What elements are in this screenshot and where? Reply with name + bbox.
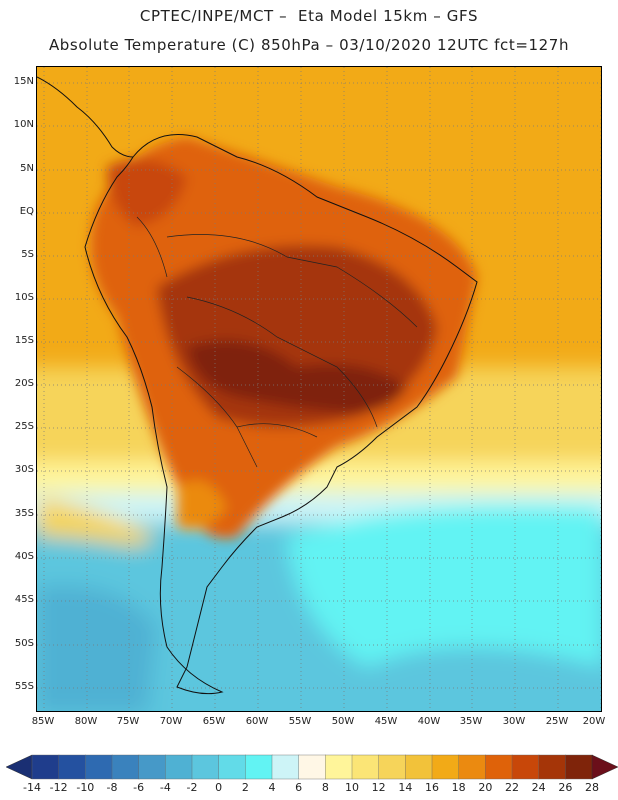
lat-label: 15S bbox=[14, 335, 34, 346]
colorbar-swatch bbox=[245, 754, 273, 780]
temperature-map[interactable] bbox=[36, 66, 602, 712]
colorbar-tick-label: 12 bbox=[371, 781, 386, 794]
colorbar-tick-label: 24 bbox=[531, 781, 546, 794]
colorbar-tick-label: 6 bbox=[295, 781, 303, 794]
colorbar-tick-label: 20 bbox=[478, 781, 493, 794]
colorbar-swatch bbox=[431, 754, 460, 780]
chart-title-line2: Absolute Temperature (C) 850hPa – 03/10/… bbox=[48, 36, 570, 54]
field-cyan-blob bbox=[287, 505, 601, 667]
lat-label: 10N bbox=[13, 119, 34, 130]
lon-label: 25W bbox=[545, 716, 569, 727]
colorbar-swatch bbox=[565, 754, 593, 780]
colorbar-swatch bbox=[511, 754, 540, 780]
colorbar-tick-label: 16 bbox=[425, 781, 439, 794]
colorbar-tick-label: 26 bbox=[558, 781, 573, 794]
country-borders bbox=[136, 216, 418, 468]
chart-title-line1: CPTEC/INPE/MCT – Eta Model 15km – GFS bbox=[139, 7, 479, 25]
colorbar-over-arrow bbox=[591, 754, 618, 780]
colorbar-swatch bbox=[165, 754, 193, 780]
colorbar-tick-label: -6 bbox=[133, 781, 145, 794]
lon-label: 85W bbox=[31, 716, 55, 727]
lat-label: 50S bbox=[14, 638, 34, 649]
field-land-hottest bbox=[187, 340, 407, 413]
lon-label: 50W bbox=[331, 716, 355, 727]
field-north-andes bbox=[107, 159, 187, 227]
lon-label: 45W bbox=[374, 716, 398, 727]
field-southwest-cold bbox=[37, 585, 157, 711]
lat-label: 40S bbox=[14, 551, 34, 562]
colorbar-swatch bbox=[458, 754, 487, 780]
lat-label: 10S bbox=[14, 292, 34, 303]
field-patagonia-warm bbox=[177, 480, 227, 530]
colorbar-swatch bbox=[325, 754, 353, 780]
colorbar-swatch bbox=[405, 754, 433, 780]
colorbar-tick-label: 2 bbox=[241, 781, 249, 794]
lon-label: 65W bbox=[202, 716, 226, 727]
lat-label: 5S bbox=[21, 249, 34, 260]
colorbar-tick-label: 10 bbox=[345, 781, 359, 794]
lat-label: 30S bbox=[14, 464, 34, 475]
lat-label: 5N bbox=[20, 163, 34, 174]
colorbar-under-arrow bbox=[5, 754, 33, 780]
lat-label: 55S bbox=[14, 681, 34, 692]
lat-label: EQ bbox=[19, 206, 34, 217]
colorbar-swatch bbox=[85, 754, 113, 780]
lon-label: 60W bbox=[245, 716, 269, 727]
colorbar-swatch bbox=[271, 754, 300, 780]
lon-label: 20W bbox=[582, 716, 606, 727]
lat-label: 20S bbox=[14, 378, 34, 389]
coastline-central-america bbox=[37, 76, 134, 158]
colorbar-swatch bbox=[31, 754, 60, 780]
colorbar-tick-label: -4 bbox=[159, 781, 171, 794]
colorbar-tick-label: -14 bbox=[23, 781, 41, 794]
colorbar-tick-label: 4 bbox=[268, 781, 276, 794]
colorbar-swatch bbox=[298, 754, 327, 780]
colorbar-tick-label: -10 bbox=[76, 781, 95, 794]
colorbar-swatch bbox=[111, 754, 140, 780]
colorbar-swatch bbox=[485, 754, 513, 780]
colorbar-swatch bbox=[191, 754, 220, 780]
colorbar bbox=[5, 754, 618, 780]
colorbar-tick-label: 8 bbox=[321, 781, 329, 794]
colorbar-swatch bbox=[538, 754, 567, 780]
colorbar-swatch bbox=[351, 754, 380, 780]
colorbar-swatch bbox=[378, 754, 407, 780]
lon-label: 70W bbox=[159, 716, 183, 727]
lon-label: 80W bbox=[74, 716, 98, 727]
colorbar-tick-label: 14 bbox=[398, 781, 413, 794]
lon-label: 30W bbox=[502, 716, 526, 727]
colorbar-swatch bbox=[218, 754, 247, 780]
colorbar-tick-label: -12 bbox=[49, 781, 68, 794]
lat-label: 25S bbox=[14, 421, 34, 432]
lon-label: 55W bbox=[288, 716, 312, 727]
lon-label: 35W bbox=[459, 716, 483, 727]
colorbar-tick-label: 22 bbox=[505, 781, 519, 794]
colorbar-tick-label: 0 bbox=[215, 781, 223, 794]
lat-label: 35S bbox=[14, 508, 34, 519]
lat-label: 45S bbox=[14, 594, 34, 605]
colorbar-swatch bbox=[58, 754, 87, 780]
lon-label: 75W bbox=[116, 716, 140, 727]
coastline-south-america bbox=[84, 134, 478, 695]
lat-label: 15N bbox=[13, 76, 34, 87]
colorbar-tick-label: -2 bbox=[186, 781, 198, 794]
colorbar-tick-label: -8 bbox=[106, 781, 118, 794]
colorbar-tick-label: 18 bbox=[451, 781, 466, 794]
field-west-band bbox=[37, 497, 157, 547]
map-svg bbox=[37, 67, 601, 711]
lon-label: 40W bbox=[417, 716, 441, 727]
colorbar-tick-label: 28 bbox=[585, 781, 599, 794]
colorbar-swatch bbox=[138, 754, 167, 780]
